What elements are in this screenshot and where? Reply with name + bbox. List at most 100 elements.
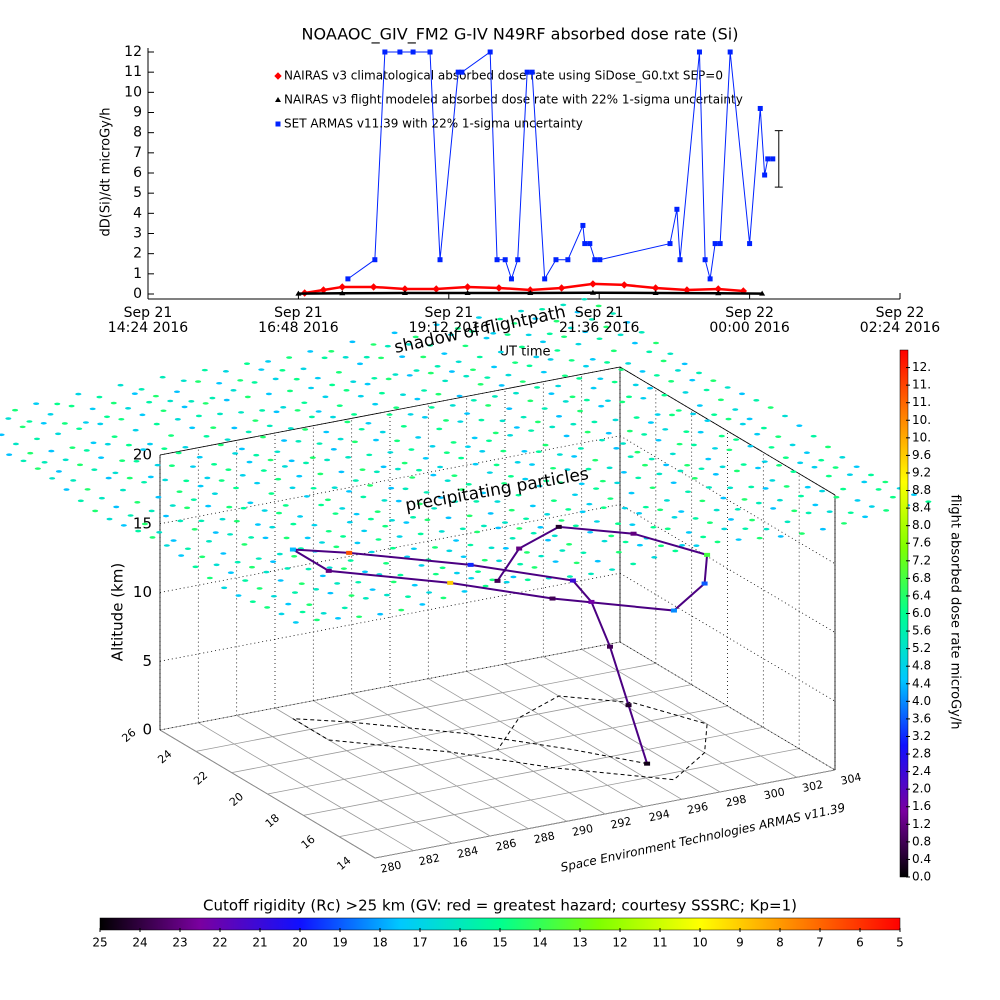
particle xyxy=(791,509,798,513)
particle xyxy=(27,451,34,455)
particle xyxy=(47,413,54,416)
particle xyxy=(97,422,104,426)
particle xyxy=(449,404,456,407)
particle xyxy=(132,428,139,432)
particle xyxy=(196,455,203,459)
particle xyxy=(253,453,260,457)
particle xyxy=(280,406,287,409)
particle xyxy=(224,438,231,441)
colorbar-tick-label: 21 xyxy=(252,936,267,950)
particle xyxy=(267,458,274,462)
particle xyxy=(401,461,408,465)
data-point xyxy=(427,49,433,55)
particle xyxy=(681,362,688,366)
particle xyxy=(400,425,407,428)
particle xyxy=(304,536,311,540)
particle xyxy=(627,455,634,459)
x-tick-label: 298 xyxy=(724,793,747,810)
particle xyxy=(395,499,402,503)
particle xyxy=(534,386,541,389)
colorbar-tick-label: 5 xyxy=(896,936,904,950)
colorbar-tick-label: 0.8 xyxy=(912,834,931,848)
particle xyxy=(653,341,659,345)
particle xyxy=(636,512,643,515)
particle xyxy=(320,612,327,615)
particle xyxy=(104,415,110,419)
particle xyxy=(889,495,896,499)
particle xyxy=(350,380,357,384)
particle xyxy=(61,422,68,425)
particle xyxy=(485,404,492,407)
particle xyxy=(555,384,562,388)
particle xyxy=(205,504,212,508)
particle xyxy=(412,335,419,339)
data-point xyxy=(589,289,596,295)
particle xyxy=(364,382,371,386)
particle xyxy=(657,508,664,512)
particle xyxy=(369,588,376,591)
particle xyxy=(117,383,124,387)
particle xyxy=(547,358,554,361)
particle xyxy=(340,535,347,538)
particle xyxy=(119,459,126,463)
particle xyxy=(351,413,358,416)
particle xyxy=(662,428,669,431)
data-point xyxy=(747,241,753,247)
particle xyxy=(727,486,734,490)
particle xyxy=(480,524,487,528)
particle xyxy=(286,356,293,359)
particle xyxy=(112,471,119,475)
particle xyxy=(120,488,126,492)
y-tick-label: 16 xyxy=(299,833,318,852)
particle xyxy=(70,479,77,482)
particle xyxy=(742,527,749,531)
particle xyxy=(313,587,320,591)
particle xyxy=(308,386,315,390)
particle xyxy=(755,501,762,505)
particle xyxy=(305,567,312,571)
particle xyxy=(470,368,476,372)
particle xyxy=(156,531,163,534)
particle xyxy=(429,444,436,448)
particle xyxy=(746,417,753,421)
particle xyxy=(277,579,284,582)
particle xyxy=(335,371,342,374)
particle xyxy=(507,433,514,437)
data-point xyxy=(702,257,708,263)
particle xyxy=(12,442,19,446)
particle xyxy=(307,350,314,353)
particle xyxy=(826,510,833,513)
particle xyxy=(394,439,401,443)
particle xyxy=(622,540,629,544)
particle xyxy=(456,394,463,398)
particle xyxy=(426,591,433,594)
particle xyxy=(255,557,262,560)
particle xyxy=(641,433,648,436)
colorbar-tick-label: 4.4 xyxy=(912,676,931,690)
data-point xyxy=(597,257,603,263)
particle xyxy=(111,435,118,438)
particle xyxy=(269,525,276,529)
particle xyxy=(614,481,621,485)
particle xyxy=(281,439,288,442)
data-point xyxy=(589,280,597,288)
particle xyxy=(457,420,464,423)
particle xyxy=(289,486,296,490)
particle xyxy=(260,469,267,472)
particle xyxy=(523,551,530,554)
particle xyxy=(832,466,839,469)
particle xyxy=(330,415,336,419)
particle xyxy=(140,448,147,451)
y-tick-label: 1 xyxy=(133,266,142,282)
particle xyxy=(424,518,431,522)
data-point xyxy=(542,276,548,282)
particle xyxy=(497,350,504,354)
particle xyxy=(505,373,512,377)
particle xyxy=(294,409,301,412)
particle xyxy=(232,452,239,455)
particle xyxy=(178,554,185,557)
particle xyxy=(275,477,282,481)
particle xyxy=(473,500,480,503)
particle xyxy=(113,505,120,509)
z-tick-label: 10 xyxy=(133,583,152,601)
